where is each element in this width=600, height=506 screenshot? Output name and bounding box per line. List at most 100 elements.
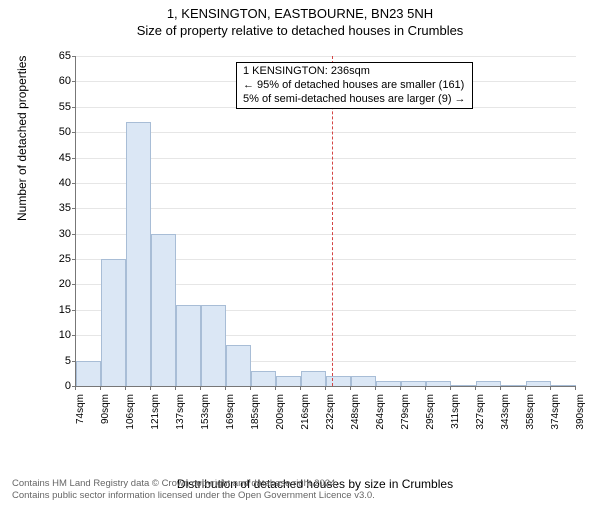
annotation-line3: 5% of semi-detached houses are larger (9… xyxy=(243,93,466,107)
xtick-label: 121sqm xyxy=(150,394,161,434)
histogram-bar xyxy=(501,385,526,386)
ytick-mark xyxy=(72,132,76,133)
xtick-label: 390sqm xyxy=(575,394,586,434)
xtick-label: 169sqm xyxy=(225,394,236,434)
histogram-bar xyxy=(176,305,201,386)
footer-attribution: Contains HM Land Registry data © Crown c… xyxy=(12,478,375,502)
xtick-label: 374sqm xyxy=(550,394,561,434)
ytick-label: 20 xyxy=(59,278,71,290)
annotation-line2: ← 95% of detached houses are smaller (16… xyxy=(243,79,466,93)
ytick-mark xyxy=(72,259,76,260)
histogram-bar xyxy=(451,385,476,386)
plot-area: 1 KENSINGTON: 236sqm ← 95% of detached h… xyxy=(75,56,576,387)
histogram-bar xyxy=(426,381,451,386)
histogram-bar xyxy=(251,371,276,386)
histogram-bar xyxy=(226,345,251,386)
ytick-mark xyxy=(72,107,76,108)
ytick-label: 5 xyxy=(65,355,71,367)
gridline-h xyxy=(76,183,576,184)
xtick-label: 153sqm xyxy=(200,394,211,434)
xtick-label: 90sqm xyxy=(100,394,111,434)
histogram-bar xyxy=(376,381,401,386)
histogram-bar xyxy=(401,381,426,386)
histogram-bar xyxy=(101,259,126,386)
xtick-mark xyxy=(500,386,501,390)
histogram-bar xyxy=(326,376,351,386)
ytick-label: 55 xyxy=(59,101,71,113)
ytick-label: 60 xyxy=(59,75,71,87)
ytick-label: 0 xyxy=(65,380,71,392)
ytick-mark xyxy=(72,158,76,159)
y-axis-label: Number of detached properties xyxy=(15,56,29,221)
annotation-line1: 1 KENSINGTON: 236sqm xyxy=(243,65,466,79)
gridline-h xyxy=(76,208,576,209)
histogram-bar xyxy=(126,122,151,386)
gridline-h xyxy=(76,56,576,57)
xtick-mark xyxy=(300,386,301,390)
ytick-label: 45 xyxy=(59,152,71,164)
ytick-label: 50 xyxy=(59,126,71,138)
xtick-label: 137sqm xyxy=(175,394,186,434)
ytick-label: 10 xyxy=(59,329,71,341)
xtick-mark xyxy=(450,386,451,390)
ytick-label: 30 xyxy=(59,228,71,240)
histogram-bar xyxy=(351,376,376,386)
xtick-label: 200sqm xyxy=(275,394,286,434)
xtick-mark xyxy=(225,386,226,390)
ytick-mark xyxy=(72,310,76,311)
xtick-label: 279sqm xyxy=(400,394,411,434)
xtick-mark xyxy=(250,386,251,390)
xtick-mark xyxy=(425,386,426,390)
ytick-mark xyxy=(72,56,76,57)
xtick-mark xyxy=(275,386,276,390)
xtick-mark xyxy=(475,386,476,390)
ytick-label: 35 xyxy=(59,202,71,214)
histogram-bar xyxy=(526,381,551,386)
xtick-mark xyxy=(575,386,576,390)
xtick-label: 295sqm xyxy=(425,394,436,434)
xtick-mark xyxy=(400,386,401,390)
ytick-mark xyxy=(72,234,76,235)
ytick-label: 65 xyxy=(59,50,71,62)
xtick-label: 264sqm xyxy=(375,394,386,434)
gridline-h xyxy=(76,158,576,159)
ytick-label: 40 xyxy=(59,177,71,189)
xtick-mark xyxy=(325,386,326,390)
xtick-label: 358sqm xyxy=(525,394,536,434)
chart-title-line1: 1, KENSINGTON, EASTBOURNE, BN23 5NH xyxy=(0,6,600,21)
ytick-mark xyxy=(72,208,76,209)
ytick-mark xyxy=(72,81,76,82)
chart-title-line2: Size of property relative to detached ho… xyxy=(0,23,600,38)
xtick-label: 327sqm xyxy=(475,394,486,434)
histogram-bar xyxy=(476,381,501,386)
footer-line2: Contains public sector information licen… xyxy=(12,490,375,502)
chart-container: Number of detached properties 1 KENSINGT… xyxy=(55,56,575,426)
histogram-bar xyxy=(551,385,576,386)
xtick-label: 248sqm xyxy=(350,394,361,434)
footer-line1: Contains HM Land Registry data © Crown c… xyxy=(12,478,375,490)
xtick-mark xyxy=(150,386,151,390)
gridline-h xyxy=(76,132,576,133)
histogram-bar xyxy=(301,371,326,386)
histogram-bar xyxy=(276,376,301,386)
xtick-mark xyxy=(375,386,376,390)
ytick-mark xyxy=(72,183,76,184)
xtick-label: 343sqm xyxy=(500,394,511,434)
xtick-mark xyxy=(100,386,101,390)
xtick-label: 106sqm xyxy=(125,394,136,434)
ytick-mark xyxy=(72,335,76,336)
xtick-mark xyxy=(550,386,551,390)
xtick-label: 185sqm xyxy=(250,394,261,434)
xtick-mark xyxy=(525,386,526,390)
ytick-label: 15 xyxy=(59,304,71,316)
xtick-mark xyxy=(200,386,201,390)
ytick-label: 25 xyxy=(59,253,71,265)
annotation-box: 1 KENSINGTON: 236sqm ← 95% of detached h… xyxy=(236,62,473,109)
xtick-mark xyxy=(75,386,76,390)
xtick-label: 216sqm xyxy=(300,394,311,434)
xtick-mark xyxy=(175,386,176,390)
xtick-label: 74sqm xyxy=(75,394,86,434)
xtick-label: 232sqm xyxy=(325,394,336,434)
xtick-mark xyxy=(125,386,126,390)
xtick-mark xyxy=(350,386,351,390)
